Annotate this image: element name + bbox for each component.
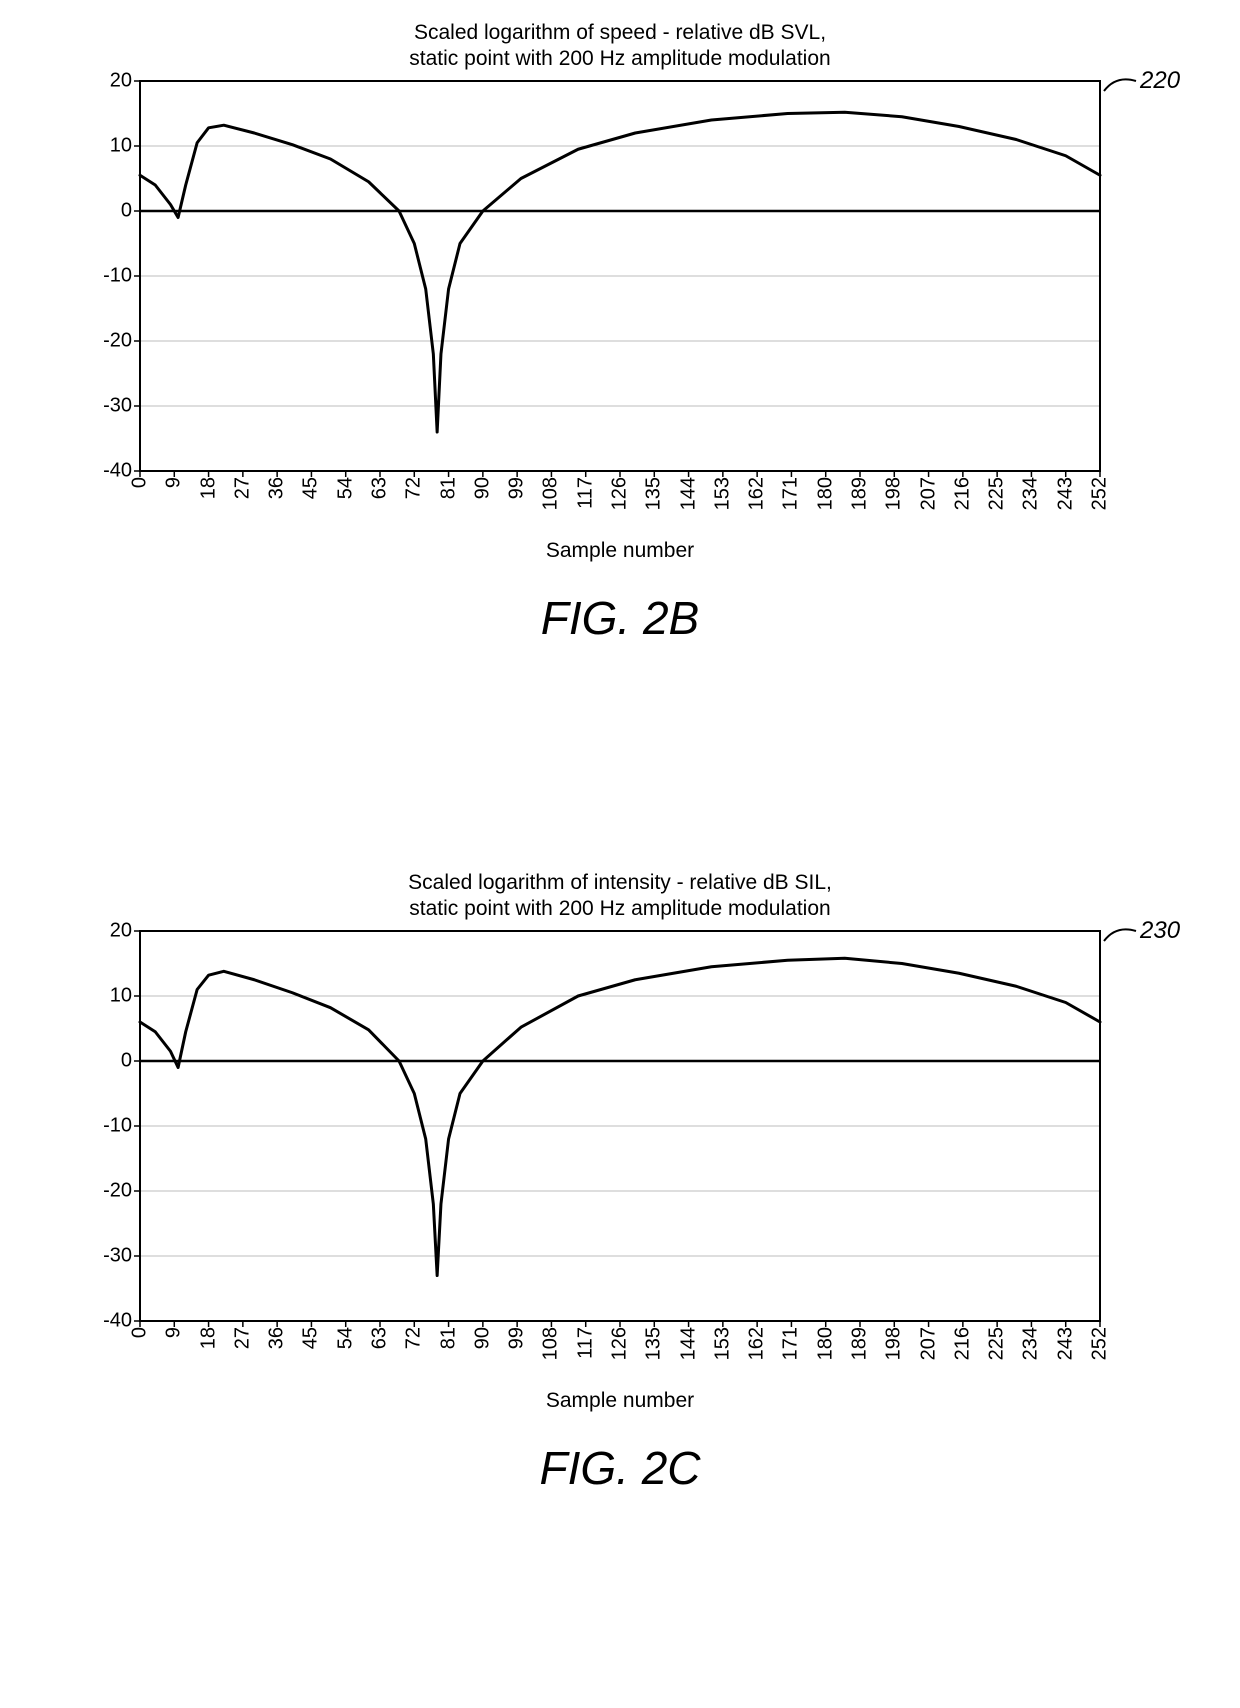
- x-tick-label: 9: [163, 1327, 186, 1338]
- chart_c-block: Scaled logarithm of intensity - relative…: [110, 870, 1130, 1495]
- x-tick-label: 162: [746, 1327, 769, 1360]
- x-tick-label: 108: [540, 1327, 563, 1360]
- x-tick-label: 99: [506, 477, 529, 499]
- x-tick-label: 207: [917, 1327, 940, 1360]
- x-tick-label: 81: [437, 477, 460, 499]
- x-tick-label: 198: [883, 1327, 906, 1360]
- x-tick-label: 90: [471, 477, 494, 499]
- x-tick-label: 126: [609, 477, 632, 510]
- x-tick-label: 54: [334, 477, 357, 499]
- x-tick-label: 9: [163, 477, 186, 488]
- x-tick-label: 117: [574, 477, 597, 509]
- x-tick-label: 63: [369, 477, 392, 499]
- chart_c-series-line: [140, 958, 1100, 1275]
- chart_c-svg: [140, 931, 1100, 1321]
- chart_b-block: Scaled logarithm of speed - relative dB …: [110, 20, 1130, 645]
- y-tick-label: 20: [110, 919, 132, 942]
- x-tick-label: 171: [780, 477, 803, 510]
- x-tick-label: 243: [1054, 477, 1077, 510]
- x-tick-label: 162: [746, 477, 769, 510]
- y-tick-label: 10: [110, 984, 132, 1007]
- x-tick-label: 0: [129, 477, 152, 488]
- x-tick-label: 243: [1054, 1327, 1077, 1360]
- y-tick-label: -20: [103, 1179, 132, 1202]
- x-tick-label: 27: [231, 477, 254, 499]
- chart_c-ref-callout: 230: [1102, 917, 1192, 947]
- x-tick-label: 189: [849, 1327, 872, 1360]
- x-tick-label: 180: [814, 477, 837, 510]
- x-tick-label: 18: [197, 477, 220, 499]
- chart_b-fig-caption: FIG. 2B: [110, 591, 1130, 645]
- chart_c-fig-caption: FIG. 2C: [110, 1441, 1130, 1495]
- x-tick-label: 45: [300, 1327, 323, 1349]
- x-tick-label: 144: [677, 1327, 700, 1360]
- y-tick-label: 20: [110, 69, 132, 92]
- x-tick-label: 18: [197, 1327, 220, 1349]
- x-tick-label: 54: [334, 1327, 357, 1349]
- x-tick-label: 72: [403, 477, 426, 499]
- y-tick-label: -10: [103, 1114, 132, 1137]
- x-tick-label: 135: [643, 477, 666, 510]
- x-tick-label: 225: [986, 1327, 1009, 1360]
- chart_b-svg: [140, 81, 1100, 471]
- chart_c-plot-area: -40-30-20-100102009182736455463728190991…: [140, 931, 1100, 1321]
- chart_b-ref-callout: 220: [1102, 67, 1192, 97]
- x-tick-label: 45: [300, 477, 323, 499]
- x-tick-label: 207: [917, 477, 940, 510]
- x-tick-label: 81: [437, 1327, 460, 1349]
- x-tick-label: 225: [986, 477, 1009, 510]
- x-tick-label: 63: [369, 1327, 392, 1349]
- x-tick-label: 171: [780, 1327, 803, 1360]
- x-tick-label: 108: [540, 477, 563, 510]
- x-tick-label: 90: [471, 1327, 494, 1349]
- chart_b-series-line: [140, 112, 1100, 432]
- x-tick-label: 0: [129, 1327, 152, 1338]
- x-tick-label: 99: [506, 1327, 529, 1349]
- x-tick-label: 27: [231, 1327, 254, 1349]
- x-tick-label: 144: [677, 477, 700, 510]
- y-tick-label: -10: [103, 264, 132, 287]
- ref-number: 220: [1140, 67, 1180, 95]
- chart_c-xlabel: Sample number: [110, 1389, 1130, 1413]
- x-tick-label: 180: [814, 1327, 837, 1360]
- callout-leader-icon: [1102, 71, 1142, 99]
- x-tick-label: 216: [951, 477, 974, 510]
- x-tick-label: 216: [951, 1327, 974, 1360]
- ref-number: 230: [1140, 917, 1180, 945]
- y-tick-label: -20: [103, 329, 132, 352]
- chart_c-title: Scaled logarithm of intensity - relative…: [110, 870, 1130, 923]
- chart_b-title: Scaled logarithm of speed - relative dB …: [110, 20, 1130, 73]
- y-tick-label: -30: [103, 394, 132, 417]
- y-tick-label: 10: [110, 134, 132, 157]
- x-tick-label: 126: [609, 1327, 632, 1360]
- x-tick-label: 198: [883, 477, 906, 510]
- x-tick-label: 234: [1020, 1327, 1043, 1360]
- x-tick-label: 36: [266, 1327, 289, 1349]
- y-tick-label: 0: [121, 199, 132, 222]
- x-tick-label: 252: [1089, 1327, 1112, 1360]
- x-tick-label: 252: [1089, 477, 1112, 510]
- x-tick-label: 72: [403, 1327, 426, 1349]
- chart_b-plot-area: -40-30-20-100102009182736455463728190991…: [140, 81, 1100, 471]
- x-tick-label: 153: [711, 1327, 734, 1360]
- x-tick-label: 153: [711, 477, 734, 510]
- callout-leader-icon: [1102, 921, 1142, 949]
- x-tick-label: 135: [643, 1327, 666, 1360]
- x-tick-label: 117: [574, 1327, 597, 1359]
- y-tick-label: -30: [103, 1244, 132, 1267]
- x-tick-label: 189: [849, 477, 872, 510]
- y-tick-label: 0: [121, 1049, 132, 1072]
- x-tick-label: 234: [1020, 477, 1043, 510]
- x-tick-label: 36: [266, 477, 289, 499]
- chart_b-xlabel: Sample number: [110, 539, 1130, 563]
